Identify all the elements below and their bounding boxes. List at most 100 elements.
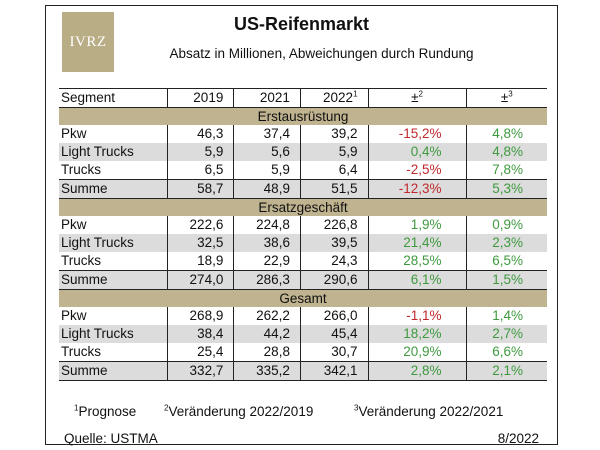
cell-2021: 48,9: [233, 179, 301, 199]
cell-segment: Trucks: [61, 253, 101, 268]
cell-2019: 58,7: [166, 179, 234, 199]
cell-segment: Trucks: [61, 162, 101, 177]
header-change-2021: ±3: [465, 88, 547, 108]
cell-segment: Light Trucks: [59, 234, 168, 252]
cell-2019: 5,9: [166, 143, 234, 161]
cell-segment: Trucks: [61, 344, 101, 359]
cell-segment: Summe: [59, 270, 168, 290]
table-row: Trucks 6,5 5,9 6,4 -2,5% 7,8%: [59, 161, 547, 180]
infographic-frame: IVRZ US-Reifenmarkt Absatz in Millionen,…: [45, 5, 558, 446]
sum-row: Summe 332,7 335,2 342,1 2,8% 2,1%: [59, 361, 547, 381]
cell-change-2019: -2,5%: [367, 161, 467, 180]
cell-change-2021: 4,8%: [465, 125, 547, 143]
cell-2021: 262,2: [233, 307, 301, 325]
cell-segment: Pkw: [61, 308, 87, 323]
section-header-row: Gesamt: [59, 289, 547, 307]
cell-change-2021: 1,5%: [465, 270, 547, 290]
cell-change-2021: 5,3%: [465, 179, 547, 199]
table-header-row: Segment 2019 2021 20221 ±2 ±3: [59, 88, 547, 108]
cell-change-2021: 2,3%: [465, 234, 547, 252]
cell-change-2019: 1,9%: [367, 216, 467, 234]
table-row: Pkw 268,9 262,2 266,0 -1,1% 1,4%: [59, 307, 547, 325]
cell-2021: 38,6: [233, 234, 301, 252]
publisher-logo: IVRZ: [62, 12, 114, 72]
cell-2022: 226,8: [299, 216, 369, 234]
cell-segment: Summe: [59, 361, 168, 381]
cell-2022: 5,9: [299, 143, 369, 161]
footnote-1: 1Prognose: [74, 403, 137, 419]
cell-2021: 335,2: [233, 361, 301, 381]
cell-2021: 28,8: [233, 343, 301, 362]
section-title: Gesamt: [59, 289, 547, 307]
cell-2022: 6,4: [299, 161, 369, 180]
cell-change-2021: 7,8%: [465, 161, 547, 180]
cell-change-2021: 6,5%: [465, 252, 547, 271]
cell-2021: 224,8: [233, 216, 301, 234]
tire-market-table: Segment 2019 2021 20221 ±2 ±3 Erstausrüs…: [59, 88, 547, 381]
section-title: Erstausrüstung: [59, 107, 547, 125]
cell-2021: 286,3: [233, 270, 301, 290]
cell-2022: 45,4: [299, 325, 369, 343]
section-header-row: Erstausrüstung: [59, 107, 547, 125]
cell-segment: Summe: [59, 179, 168, 199]
cell-2022: 290,6: [299, 270, 369, 290]
cell-change-2019: -15,2%: [367, 125, 467, 143]
cell-change-2019: 20,9%: [367, 343, 467, 362]
header-2022: 20221: [299, 88, 369, 108]
table-row: Light Trucks 32,5 38,6 39,5 21,4% 2,3%: [59, 234, 547, 252]
cell-change-2021: 0,9%: [465, 216, 547, 234]
cell-2021: 44,2: [233, 325, 301, 343]
table-row: Pkw 46,3 37,4 39,2 -15,2% 4,8%: [59, 125, 547, 143]
cell-change-2021: 1,4%: [465, 307, 547, 325]
cell-2019: 18,9: [166, 252, 234, 271]
cell-2019: 32,5: [166, 234, 234, 252]
cell-2019: 274,0: [166, 270, 234, 290]
section-title: Ersatzgeschäft: [59, 198, 547, 216]
table-row: Light Trucks 38,4 44,2 45,4 18,2% 2,7%: [59, 325, 547, 343]
page-title: US-Reifenmarkt: [233, 14, 370, 34]
cell-change-2021: 2,1%: [465, 361, 547, 381]
cell-2022: 39,2: [299, 125, 369, 143]
cell-segment: Pkw: [61, 217, 87, 232]
sum-row: Summe 58,7 48,9 51,5 -12,3% 5,3%: [59, 179, 547, 199]
cell-2019: 332,7: [166, 361, 234, 381]
cell-2019: 6,5: [166, 161, 234, 180]
table-row: Pkw 222,6 224,8 226,8 1,9% 0,9%: [59, 216, 547, 234]
cell-change-2021: 2,7%: [465, 325, 547, 343]
footnote-2: 2Veränderung 2022/2019: [164, 403, 314, 419]
cell-2022: 342,1: [299, 361, 369, 381]
header-change-2019: ±2: [367, 88, 467, 108]
cell-change-2019: 2,8%: [367, 361, 467, 381]
cell-segment: Light Trucks: [59, 143, 168, 161]
cell-change-2019: 21,4%: [367, 234, 467, 252]
cell-change-2019: 18,2%: [367, 325, 467, 343]
table-body: Erstausrüstung Pkw 46,3 37,4 39,2 -15,2% 4,8% L…: [59, 107, 547, 381]
cell-change-2019: 28,5%: [367, 252, 467, 271]
table-row: Trucks 25,4 28,8 30,7 20,9% 6,6%: [59, 343, 547, 362]
cell-change-2019: 6,1%: [367, 270, 467, 290]
cell-2019: 38,4: [166, 325, 234, 343]
header-segment: Segment: [59, 88, 168, 108]
footnote-3: 3Veränderung 2022/2021: [354, 403, 504, 419]
cell-change-2019: -12,3%: [367, 179, 467, 199]
cell-segment: Pkw: [61, 126, 87, 141]
cell-change-2019: 0,4%: [367, 143, 467, 161]
cell-2021: 37,4: [233, 125, 301, 143]
table-row: Light Trucks 5,9 5,6 5,9 0,4% 4,8%: [59, 143, 547, 161]
cell-2022: 51,5: [299, 179, 369, 199]
header-2021: 2021: [233, 88, 301, 108]
cell-change-2021: 4,8%: [465, 143, 547, 161]
table-row: Trucks 18,9 22,9 24,3 28,5% 6,5%: [59, 252, 547, 271]
cell-2019: 222,6: [166, 216, 234, 234]
cell-2019: 46,3: [166, 125, 234, 143]
cell-change-2021: 6,6%: [465, 343, 547, 362]
cell-2022: 30,7: [299, 343, 369, 362]
cell-segment: Light Trucks: [59, 325, 168, 343]
cell-2022: 24,3: [299, 252, 369, 271]
cell-2019: 25,4: [166, 343, 234, 362]
cell-2022: 266,0: [299, 307, 369, 325]
cell-2022: 39,5: [299, 234, 369, 252]
section-header-row: Ersatzgeschäft: [59, 198, 547, 216]
cell-2021: 5,6: [233, 143, 301, 161]
cell-2021: 22,9: [233, 252, 301, 271]
